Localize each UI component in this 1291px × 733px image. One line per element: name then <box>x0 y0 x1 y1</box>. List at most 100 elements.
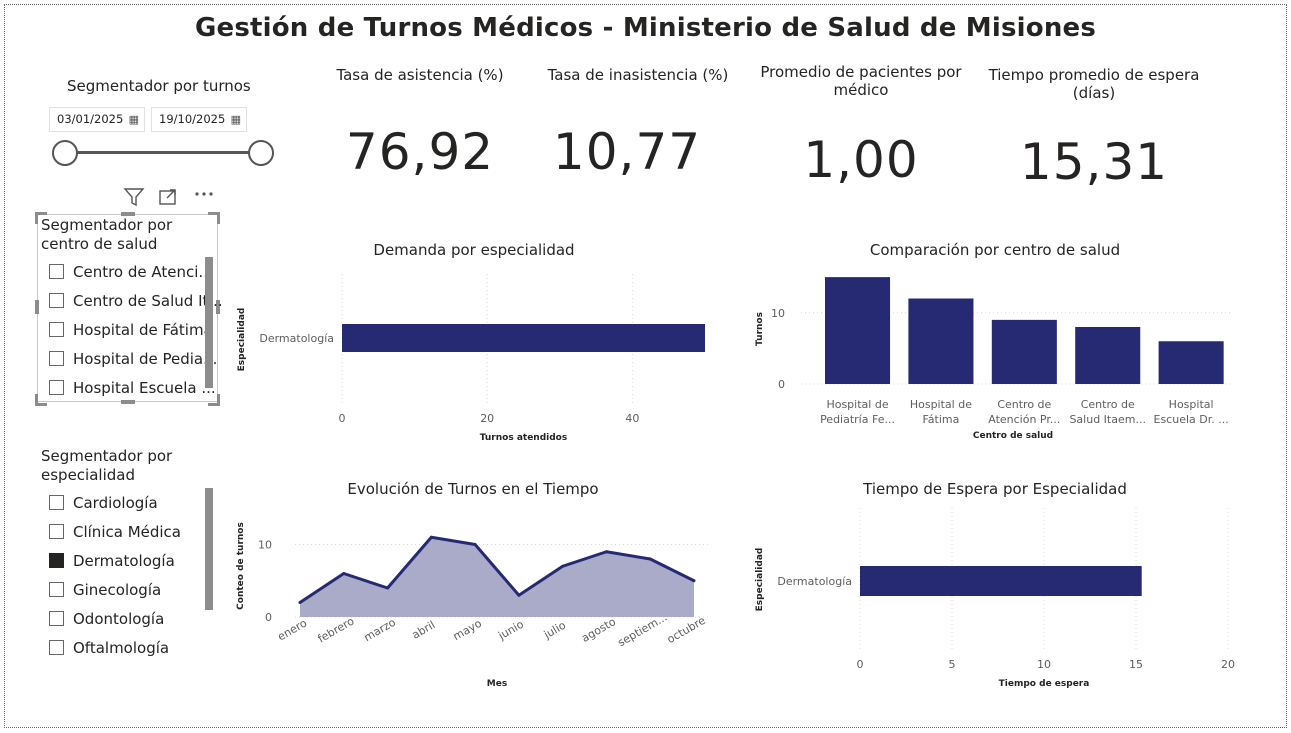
x-tick-label: 40 <box>625 412 639 425</box>
selection-handle[interactable] <box>208 394 220 406</box>
specialty-item[interactable]: Oftalmología <box>49 637 169 659</box>
data-point <box>386 586 390 590</box>
checkbox[interactable] <box>49 640 64 655</box>
selection-handle[interactable] <box>35 394 47 406</box>
x-category-label: agosto <box>579 615 618 645</box>
specialty-slicer-title: Segmentador por especialidad <box>41 447 172 485</box>
kpi-wait-label: Tiempo promedio de espera (días) <box>980 66 1208 102</box>
data-point <box>561 564 565 568</box>
x-category-label: Salud Itaem... <box>1069 413 1146 426</box>
bar <box>991 319 1057 384</box>
end-date-value: 19/10/2025 <box>159 112 226 126</box>
specialty-item-label: Dermatología <box>73 552 175 570</box>
x-category-label: Centro de <box>997 398 1051 411</box>
selection-handle[interactable] <box>35 300 39 314</box>
x-category-label: Atención Pr... <box>988 413 1060 426</box>
x-tick-label: 20 <box>1221 658 1235 671</box>
health-center-item-label: Hospital de Fátima <box>73 321 213 339</box>
x-category-label: Hospital de <box>910 398 972 411</box>
date-slicer-title: Segmentador por turnos <box>67 77 251 95</box>
checkbox[interactable] <box>49 293 64 308</box>
specialty-item[interactable]: Dermatología <box>49 550 175 572</box>
health-center-scrollbar[interactable] <box>205 257 213 388</box>
start-date-input[interactable]: 03/01/2025 ▦ <box>49 107 145 132</box>
specialty-scrollbar[interactable] <box>205 488 213 610</box>
kpi-patients-value: 1,00 <box>803 131 919 189</box>
selection-handle[interactable] <box>121 212 135 216</box>
selection-handle[interactable] <box>35 212 47 224</box>
health-center-item-label: Hospital Escuela ... <box>73 379 216 397</box>
y-tick-label: 0 <box>778 378 785 391</box>
filter-icon[interactable] <box>123 187 145 212</box>
x-category-label: mayo <box>451 617 484 644</box>
data-point <box>517 593 521 597</box>
y-axis-title: Especialidad <box>237 308 247 372</box>
checkbox[interactable] <box>49 264 64 279</box>
center-comparison-chart[interactable]: 0 10 Hospital de Pediatría Fe... Hospital de… <box>745 262 1245 444</box>
health-center-item[interactable]: Centro de Atenci... <box>49 261 213 283</box>
x-tick-label: 15 <box>1129 658 1143 671</box>
end-date-input[interactable]: 19/10/2025 ▦ <box>151 107 247 132</box>
data-point <box>473 543 477 546</box>
specialty-item[interactable]: Ginecología <box>49 579 161 601</box>
x-category-label: junio <box>495 618 526 643</box>
health-center-item[interactable]: Hospital de Fátima <box>49 319 213 341</box>
label-line: médico <box>833 81 889 99</box>
title-line: centro de salud <box>41 235 158 253</box>
demand-by-specialty-chart[interactable]: 0 20 40 Dermatología Turnos atendidos Especia… <box>230 262 730 444</box>
range-start-handle[interactable] <box>52 140 78 166</box>
selection-handle[interactable] <box>208 212 220 224</box>
data-point <box>298 601 302 604</box>
health-center-item-label: Centro de Atenci... <box>73 263 213 281</box>
range-end-handle[interactable] <box>248 140 274 166</box>
checkbox[interactable] <box>49 322 64 337</box>
focus-mode-icon[interactable] <box>158 187 178 212</box>
x-axis-title: Centro de salud <box>973 431 1053 441</box>
y-category-label: Dermatología <box>777 575 852 588</box>
date-range-track[interactable] <box>64 151 261 154</box>
bar <box>342 324 705 352</box>
x-category-label: octubre <box>665 614 708 646</box>
health-center-item[interactable]: Centro de Salud It... <box>49 290 223 312</box>
y-axis-title: Turnos <box>755 312 765 346</box>
health-center-item[interactable]: Hospital Escuela ... <box>49 377 216 399</box>
label-line: Tiempo promedio de espera <box>988 66 1200 84</box>
specialty-item-label: Clínica Médica <box>73 523 181 541</box>
checkbox[interactable] <box>49 553 64 568</box>
x-tick-label: 0 <box>339 412 346 425</box>
calendar-icon[interactable]: ▦ <box>128 113 139 126</box>
x-category-label: Pediatría Fe... <box>820 413 895 426</box>
checkbox[interactable] <box>49 582 64 597</box>
specialty-item[interactable]: Clínica Médica <box>49 521 181 543</box>
specialty-item[interactable]: Cardiología <box>49 492 158 514</box>
x-tick-label: 20 <box>480 412 494 425</box>
turns-evolution-chart[interactable]: 0 10 enero febrero marzo abril mayo junio julio a… <box>230 500 730 695</box>
title-line: especialidad <box>41 466 135 484</box>
checkbox[interactable] <box>49 495 64 510</box>
x-category-label: abril <box>410 618 438 641</box>
kpi-absence-value: 10,77 <box>552 123 702 181</box>
checkbox[interactable] <box>49 351 64 366</box>
x-tick-label: 10 <box>1037 658 1051 671</box>
x-category-label: Hospital de <box>826 398 888 411</box>
selection-handle[interactable] <box>121 400 135 404</box>
x-category-label: enero <box>275 616 309 643</box>
more-options-icon[interactable] <box>193 184 215 209</box>
checkbox[interactable] <box>49 380 64 395</box>
health-center-item[interactable]: Hospital de Pedia... <box>49 348 217 370</box>
health-center-item-label: Hospital de Pedia... <box>73 350 218 368</box>
x-category-label: marzo <box>362 616 399 645</box>
specialty-item[interactable]: Odontología <box>49 608 164 630</box>
selection-handle[interactable] <box>216 300 220 314</box>
wait-time-chart[interactable]: 0 5 10 15 20 Dermatología Tiempo de espera Espe… <box>745 500 1245 695</box>
chart-title-evolution: Evolución de Turnos en el Tiempo <box>347 480 599 498</box>
y-axis-title: Especialidad <box>755 548 765 612</box>
y-tick-label: 10 <box>771 307 785 320</box>
x-category-label: febrero <box>316 614 357 645</box>
x-category-label: Centro de <box>1081 398 1135 411</box>
data-point <box>648 557 652 561</box>
kpi-patients-label: Promedio de pacientes por médico <box>746 63 976 99</box>
checkbox[interactable] <box>49 611 64 626</box>
calendar-icon[interactable]: ▦ <box>230 113 241 126</box>
checkbox[interactable] <box>49 524 64 539</box>
